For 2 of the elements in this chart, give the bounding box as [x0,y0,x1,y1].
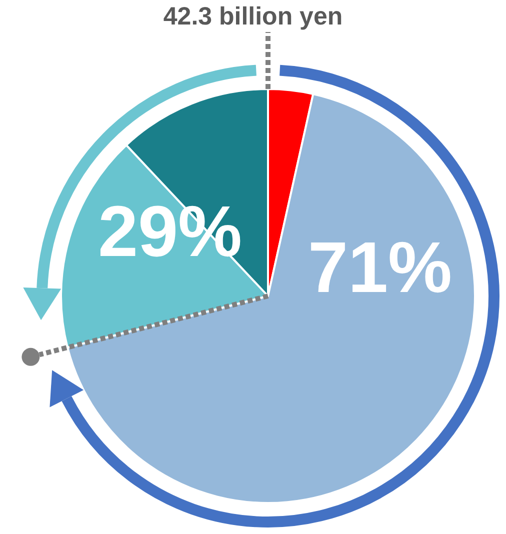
text: 71% [308,228,452,308]
chart-title: 42.3 billion yen [163,2,343,30]
